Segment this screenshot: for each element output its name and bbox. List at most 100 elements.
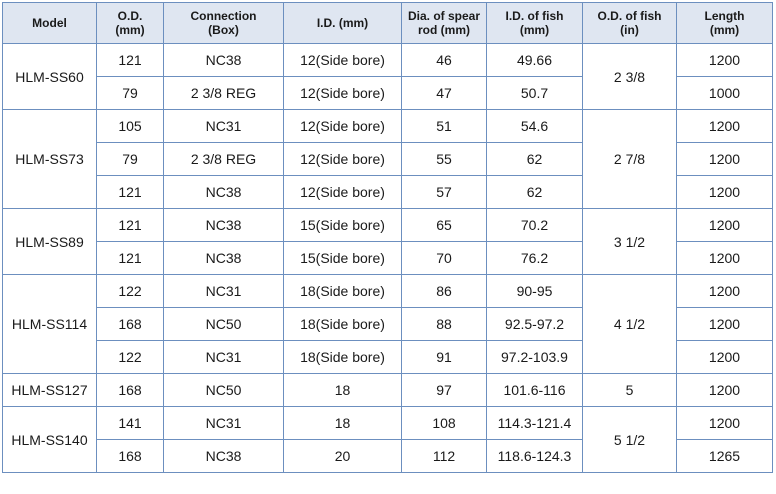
id-cell: 12(Side bore) [283, 175, 402, 209]
fish-od-cell: 5 1/2 [582, 406, 677, 473]
connection-cell: NC50 [163, 373, 284, 407]
od-cell: 121 [96, 175, 164, 209]
fish-od-cell: 2 7/8 [582, 109, 677, 209]
fish-id-cell: 114.3-121.4 [486, 406, 583, 440]
length-cell: 1200 [676, 406, 773, 440]
length-cell: 1200 [676, 241, 773, 275]
fish-id-cell: 76.2 [486, 241, 583, 275]
header-fish-id: I.D. of fish (mm) [486, 2, 583, 44]
header-text: (mm) [709, 23, 740, 37]
header-spear-dia: Dia. of spear rod (mm) [401, 2, 487, 44]
connection-cell: NC38 [163, 439, 284, 473]
header-text: Connection [190, 9, 257, 23]
header-text: I.D. of fish [505, 9, 564, 23]
od-cell: 121 [96, 208, 164, 242]
length-cell: 1200 [676, 109, 773, 143]
id-cell: 20 [283, 439, 402, 473]
id-cell: 15(Side bore) [283, 241, 402, 275]
fish-od-cell: 5 [582, 373, 677, 407]
connection-cell: NC50 [163, 307, 284, 341]
model-cell: HLM-SS114 [2, 274, 97, 374]
connection-cell: NC31 [163, 274, 284, 308]
length-cell: 1200 [676, 142, 773, 176]
od-cell: 168 [96, 439, 164, 473]
header-text: rod (mm) [418, 23, 470, 37]
model-cell: HLM-SS140 [2, 406, 97, 473]
header-text: Dia. of spear [407, 9, 481, 23]
od-cell: 168 [96, 307, 164, 341]
header-text: I.D. (mm) [316, 16, 369, 30]
model-cell: HLM-SS127 [2, 373, 97, 407]
spear-dia-cell: 70 [401, 241, 487, 275]
table-row: 121 NC38 15(Side bore) 70 76.2 1200 [3, 241, 773, 275]
table-row: 79 2 3/8 REG 12(Side bore) 47 50.7 1000 [3, 76, 773, 110]
header-text: Length [704, 9, 745, 23]
fish-id-cell: 49.66 [486, 43, 583, 77]
length-cell: 1200 [676, 340, 773, 374]
header-text: Model [32, 16, 67, 30]
length-cell: 1200 [676, 307, 773, 341]
od-cell: 105 [96, 109, 164, 143]
spear-dia-cell: 97 [401, 373, 487, 407]
spear-dia-cell: 51 [401, 109, 487, 143]
connection-cell: NC38 [163, 43, 284, 77]
od-cell: 122 [96, 340, 164, 374]
table-row: HLM-SS140 141 NC31 18 108 114.3-121.4 5 1/2 120… [2, 406, 773, 473]
spear-dia-cell: 55 [401, 142, 487, 176]
spear-dia-cell: 46 [401, 43, 487, 77]
table-row: 121 NC38 12(Side bore) 57 62 1200 [3, 175, 773, 209]
length-cell: 1200 [676, 175, 773, 209]
connection-cell: NC31 [163, 340, 284, 374]
spear-spec-table: Model O.D. (mm) Connection (Box) I.D. (mm) Dia… [2, 2, 773, 473]
table-row: HLM-SS89 121 NC38 15(Side bore) 65 70.2 3 1/2 1… [2, 208, 773, 275]
spear-spec-table-container: Model O.D. (mm) Connection (Box) I.D. (mm) Dia… [2, 2, 773, 473]
header-text: (Box) [208, 23, 239, 37]
fish-id-cell: 118.6-124.3 [486, 439, 583, 473]
table-row: HLM-SS127 168 NC50 18 97 101.6-116 5 1200 [2, 373, 773, 407]
header-connection: Connection (Box) [163, 2, 284, 44]
fish-id-cell: 97.2-103.9 [486, 340, 583, 374]
od-cell: 168 [96, 373, 164, 407]
connection-cell: 2 3/8 REG [163, 142, 284, 176]
length-cell: 1200 [676, 373, 773, 407]
spear-dia-cell: 112 [401, 439, 487, 473]
fish-id-cell: 101.6-116 [486, 373, 583, 407]
id-cell: 18(Side bore) [283, 274, 402, 308]
table-row: HLM-SS60 121 NC38 12(Side bore) 46 49.66 2 3/8… [2, 43, 773, 110]
fish-id-cell: 90-95 [486, 274, 583, 308]
header-fish-od: O.D. of fish (in) [582, 2, 677, 44]
table-row: HLM-SS73 105 NC31 12(Side bore) 51 54.6 2 7/8 1… [2, 109, 773, 209]
spear-dia-cell: 91 [401, 340, 487, 374]
header-text: (in) [620, 23, 639, 37]
fish-id-cell: 70.2 [486, 208, 583, 242]
od-cell: 121 [96, 43, 164, 77]
id-cell: 18 [283, 406, 402, 440]
fish-id-cell: 54.6 [486, 109, 583, 143]
length-cell: 1000 [676, 76, 773, 110]
model-cell: HLM-SS89 [2, 208, 97, 275]
spear-dia-cell: 108 [401, 406, 487, 440]
length-cell: 1200 [676, 208, 773, 242]
header-row: Model O.D. (mm) Connection (Box) I.D. (mm) Dia… [2, 2, 773, 44]
id-cell: 12(Side bore) [283, 109, 402, 143]
fish-od-cell: 3 1/2 [582, 208, 677, 275]
spear-dia-cell: 57 [401, 175, 487, 209]
length-cell: 1200 [676, 274, 773, 308]
header-text: (mm) [115, 23, 145, 37]
header-text: O.D. [117, 9, 143, 23]
model-cell: HLM-SS60 [2, 43, 97, 110]
id-cell: 15(Side bore) [283, 208, 402, 242]
table-row: 168 NC50 18(Side bore) 88 92.5-97.2 1200 [3, 307, 773, 341]
spear-dia-cell: 47 [401, 76, 487, 110]
header-od: O.D. (mm) [96, 2, 164, 44]
connection-cell: NC31 [163, 406, 284, 440]
length-cell: 1200 [676, 43, 773, 77]
od-cell: 121 [96, 241, 164, 275]
table-row: HLM-SS114 122 NC31 18(Side bore) 86 90-95 4 1/… [2, 274, 773, 374]
fish-id-cell: 62 [486, 175, 583, 209]
header-text: (mm) [519, 23, 550, 37]
spear-dia-cell: 65 [401, 208, 487, 242]
table-row: 168 NC38 20 112 118.6-124.3 1265 [3, 439, 773, 473]
fish-id-cell: 92.5-97.2 [486, 307, 583, 341]
fish-od-cell: 4 1/2 [582, 274, 677, 374]
